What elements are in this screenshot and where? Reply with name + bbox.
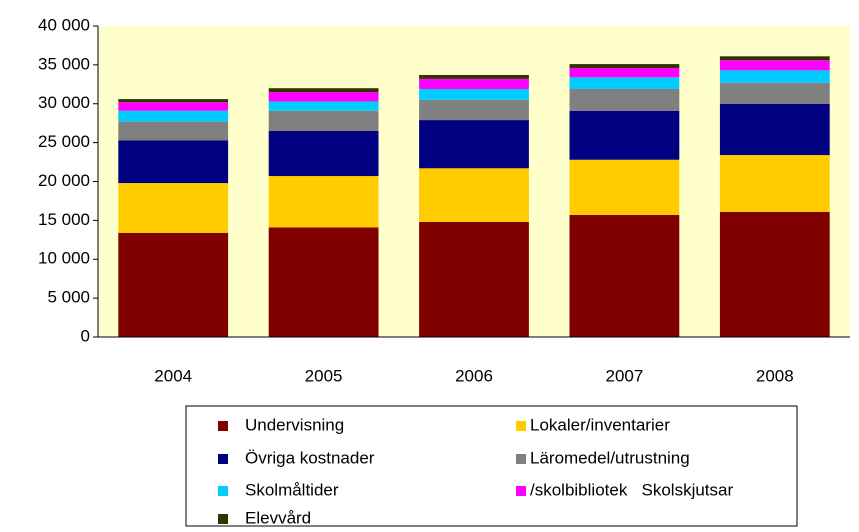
legend-box — [185, 405, 798, 527]
y-tick-label: 0 — [81, 326, 90, 345]
bar-segment — [719, 155, 830, 212]
bar-segment — [118, 183, 229, 233]
x-tick-label: 2008 — [756, 366, 794, 385]
bar-segment — [569, 214, 680, 337]
bar-segment — [569, 159, 680, 215]
bar-segment — [719, 82, 830, 104]
y-tick-label: 40 000 — [38, 15, 90, 34]
bar-segment — [268, 130, 379, 177]
y-tick-label: 15 000 — [38, 210, 90, 229]
bar-segment — [268, 176, 379, 228]
bar-segment — [569, 77, 680, 89]
legend-marker — [218, 514, 228, 524]
bar-segment — [118, 232, 229, 337]
bar-segment — [268, 92, 379, 102]
legend-marker — [218, 421, 228, 431]
bar-segment — [719, 56, 830, 61]
legend-label: Övriga kostnader — [245, 448, 375, 467]
legend-marker — [516, 454, 526, 464]
y-tick-label: 25 000 — [38, 132, 90, 151]
bar-segment — [268, 110, 379, 131]
bar-segment — [268, 227, 379, 337]
bar-segment — [118, 102, 229, 111]
legend-label: Läromedel/utrustning — [530, 448, 690, 467]
legend-label: Elevvård — [245, 508, 311, 527]
bar-segment — [569, 67, 680, 78]
bar-segment — [419, 168, 529, 222]
bar-segment — [569, 110, 680, 160]
bar-segment — [719, 60, 830, 71]
bar-segment — [118, 140, 229, 184]
y-tick-label: 30 000 — [38, 93, 90, 112]
bar-segment — [419, 221, 529, 337]
bar-segment — [419, 120, 529, 169]
bar-segment — [118, 121, 229, 141]
legend-marker — [218, 486, 228, 496]
y-tick-label: 35 000 — [38, 54, 90, 73]
bar-segment — [419, 88, 529, 100]
legend-marker — [218, 454, 228, 464]
bar-segment — [719, 103, 830, 156]
legend-label: Lokaler/inventarier — [530, 415, 670, 434]
y-tick-label: 10 000 — [38, 249, 90, 268]
y-tick-label: 20 000 — [38, 171, 90, 190]
bar-segment — [118, 99, 229, 103]
x-tick-label: 2006 — [455, 366, 493, 385]
legend-label: Undervisning — [245, 415, 344, 434]
legend-label: Skolmåltider — [245, 480, 339, 499]
y-tick-label: 5 000 — [47, 288, 90, 307]
x-tick-label: 2005 — [305, 366, 343, 385]
bar-segment — [569, 88, 680, 111]
bar-segment — [719, 211, 830, 337]
legend-marker — [516, 486, 526, 496]
bar-segment — [419, 78, 529, 89]
x-tick-label: 2004 — [154, 366, 192, 385]
legend-label: /skolbibliotek Skolskjutsar — [530, 480, 733, 499]
bar-segment — [268, 88, 379, 93]
bar-segment — [268, 101, 379, 111]
bar-segment — [719, 70, 830, 83]
x-tick-label: 2007 — [605, 366, 643, 385]
bar-segment — [569, 64, 680, 68]
bar-segment — [118, 110, 229, 122]
bar-segment — [419, 99, 529, 121]
legend-marker — [516, 421, 526, 431]
bar-segment — [419, 74, 529, 79]
